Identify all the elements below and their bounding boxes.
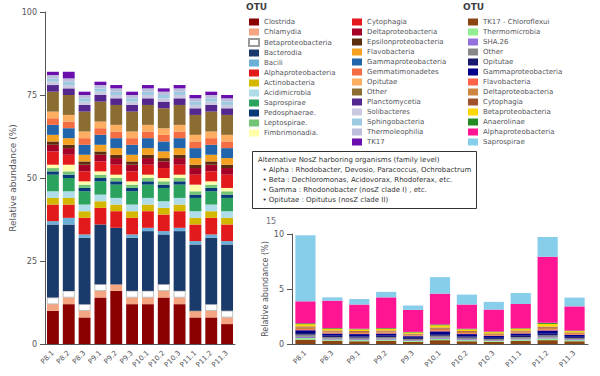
svg-text:Betaproteobacteria: Betaproteobacteria [264,39,332,47]
svg-text:Alphaproteobacteria: Alphaproteobacteria [264,69,335,77]
svg-text:P9.3: P9.3 [118,349,135,366]
svg-text:P11.2: P11.2 [531,349,551,369]
svg-text:25: 25 [27,257,37,266]
svg-text:50: 50 [27,174,37,183]
svg-text:P10.3: P10.3 [477,349,497,369]
svg-text:Anaerolinae: Anaerolinae [483,118,525,126]
svg-text:P9.2: P9.2 [103,349,119,365]
svg-text:Flavobacteria: Flavobacteria [483,78,530,86]
svg-text:• Opitutae : Opitutus (nosZ cl: • Opitutae : Opitutus (nosZ clade II) [258,196,388,204]
svg-text:Fimbrimonadia.: Fimbrimonadia. [264,129,318,137]
svg-text:P8.3: P8.3 [319,349,335,365]
svg-text:100: 100 [22,8,37,17]
svg-text:P9.2: P9.2 [373,349,389,365]
svg-text:Sphingobacteria: Sphingobacteria [367,118,424,126]
svg-text:• Gamma : Rhodonobacter (nosZ: • Gamma : Rhodonobacter (nosZ clade I) ,… [258,186,427,194]
svg-text:P11.3: P11.3 [210,349,230,369]
svg-text:Leptospirae.: Leptospirae. [264,119,307,127]
svg-text:Chlamydia: Chlamydia [264,28,301,36]
svg-text:15: 15 [266,217,276,226]
svg-text:10: 10 [274,230,284,239]
svg-text:P8.1: P8.1 [292,349,308,365]
svg-text:Pedosphaerae.: Pedosphaerae. [264,109,316,117]
svg-text:Saprospirae: Saprospirae [483,138,525,146]
svg-text:TK17 - Chloroflexui: TK17 - Chloroflexui [482,18,549,26]
svg-text:Planctomycetia: Planctomycetia [367,98,421,106]
svg-text:Cytophagia: Cytophagia [367,18,407,26]
svg-text:Gammaproteobacteria: Gammaproteobacteria [483,68,562,76]
svg-text:P11.3: P11.3 [558,349,578,369]
svg-text:P10.1: P10.1 [131,349,151,369]
svg-text:Deltaproteobacteria: Deltaproteobacteria [483,88,553,96]
svg-text:P8.1: P8.1 [39,349,55,365]
svg-text:Solibacteres: Solibacteres [367,108,410,116]
svg-text:P9.1: P9.1 [346,349,362,365]
svg-text:Bacterodia: Bacterodia [264,49,302,57]
svg-text:0: 0 [279,340,284,349]
svg-text:P11.2: P11.2 [194,349,214,369]
svg-text:Gammaproteobacteria: Gammaproteobacteria [367,58,446,66]
svg-text:Bacili: Bacili [264,59,283,67]
svg-text:Actinobacteria: Actinobacteria [264,79,315,87]
svg-text:P10.3: P10.3 [163,349,183,369]
svg-text:Relative abundance (%): Relative abundance (%) [261,241,270,337]
svg-text:OTU: OTU [463,2,484,12]
svg-text:OTU: OTU [246,2,267,12]
svg-text:SHA.26: SHA.26 [483,38,509,46]
svg-text:P8.2: P8.2 [55,349,71,365]
svg-text:P9.3: P9.3 [399,349,415,365]
svg-text:Betaproteobacteria: Betaproteobacteria [483,108,551,116]
svg-text:P9.1: P9.1 [87,349,103,365]
svg-text:Opitutae: Opitutae [367,78,397,86]
svg-text:• Alpha : Rhodobacter, Devosio: • Alpha : Rhodobacter, Devosio, Paracocc… [258,166,471,174]
svg-text:Saprospirae: Saprospirae [264,99,306,107]
svg-text:0: 0 [32,340,37,349]
svg-text:Alphaproteobacteria: Alphaproteobacteria [483,128,554,136]
svg-text:Clostrida: Clostrida [264,18,295,26]
svg-text:Alternative NosZ harboring org: Alternative NosZ harboring organisms (fa… [258,156,440,164]
svg-text:Thermoleophilia: Thermoleophilia [366,128,423,136]
svg-text:75: 75 [27,91,37,100]
svg-text:P10.1: P10.1 [423,349,443,369]
svg-text:5: 5 [279,285,284,294]
svg-text:Acidimicrobia: Acidimicrobia [264,89,311,97]
svg-text:TK17: TK17 [366,138,385,146]
svg-text:Gemmatimonadetes: Gemmatimonadetes [367,68,439,76]
svg-text:P10.2: P10.2 [450,349,470,369]
svg-text:Other: Other [483,48,503,56]
svg-text:• Beta : Dechloromonas, Acidov: • Beta : Dechloromonas, Acidovorax, Rhod… [258,176,452,184]
svg-text:Other: Other [367,88,387,96]
svg-text:Opitutae: Opitutae [483,58,513,66]
svg-text:P11.1: P11.1 [504,349,524,369]
svg-text:Epsilonproteobacteria: Epsilonproteobacteria [367,38,444,46]
svg-text:P10.2: P10.2 [147,349,167,369]
svg-text:P11.1: P11.1 [179,349,199,369]
svg-text:Cytophagia: Cytophagia [483,98,523,106]
svg-text:Deltaproteobacteria: Deltaproteobacteria [367,28,437,36]
svg-text:Thermomicrobia: Thermomicrobia [482,28,540,36]
svg-text:Relative abundance (%): Relative abundance (%) [8,124,18,232]
svg-text:P8.3: P8.3 [71,349,87,365]
svg-text:Flavobacteria: Flavobacteria [367,48,414,56]
